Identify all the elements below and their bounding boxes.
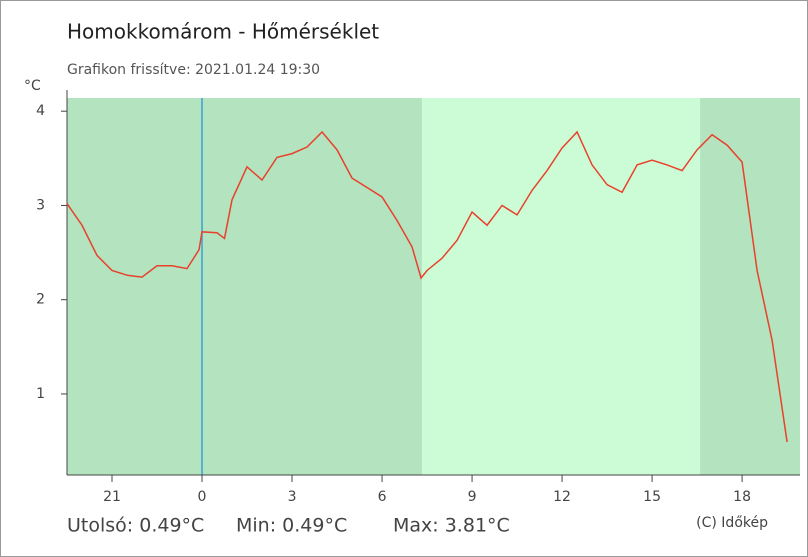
chart-title: Homokkomárom - Hőmérséklet: [67, 20, 379, 44]
credit: (C) Időkép: [696, 515, 768, 531]
x-tick-label: 6: [378, 489, 387, 505]
x-tick-label: 3: [288, 489, 297, 505]
y-axis-label: °C: [24, 78, 41, 94]
shaded-region: [67, 98, 422, 475]
x-tick-label: 9: [468, 489, 477, 505]
chart-subtitle: Grafikon frissítve: 2021.01.24 19:30: [67, 62, 320, 78]
x-tick-label: 21: [103, 489, 121, 505]
y-tick-label: 1: [36, 386, 45, 402]
x-tick-label: 0: [198, 489, 207, 505]
x-tick-label: 12: [553, 489, 571, 505]
footer-last: Utolsó: 0.49°C: [67, 515, 204, 537]
footer-min: Min: 0.49°C: [236, 515, 347, 537]
x-tick-label: 15: [643, 489, 661, 505]
y-tick-label: 4: [36, 103, 45, 119]
y-tick-label: 3: [36, 197, 45, 213]
shaded-region: [421, 98, 701, 475]
y-tick-label: 2: [36, 292, 45, 308]
shaded-region: [700, 98, 800, 475]
x-tick-label: 18: [733, 489, 751, 505]
line-series: [66, 130, 788, 443]
footer-max: Max: 3.81°C: [393, 515, 510, 537]
